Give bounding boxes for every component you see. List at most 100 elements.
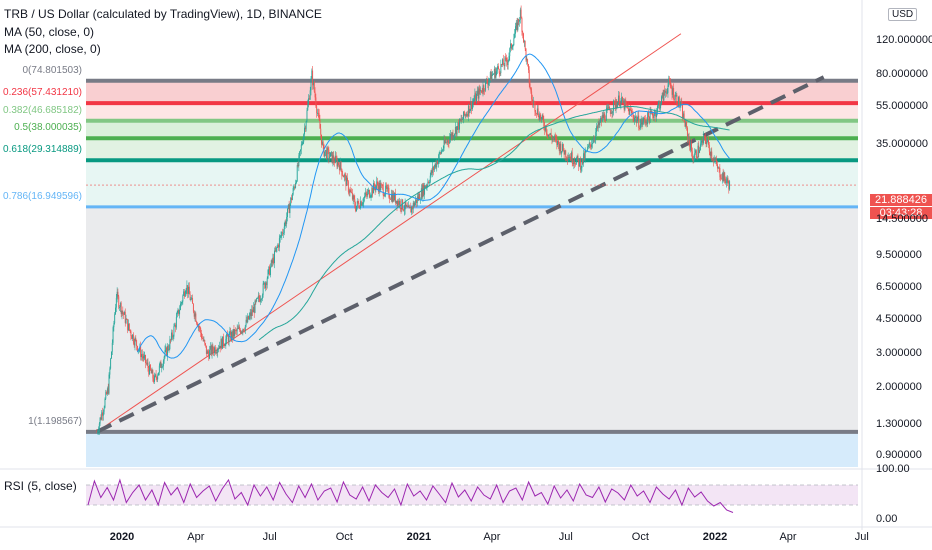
candle-body	[441, 150, 443, 152]
candle-body	[364, 192, 366, 197]
candle-body	[453, 135, 455, 138]
rsi-legend[interactable]: RSI (5, close)	[4, 479, 77, 493]
candle-body	[338, 165, 340, 171]
candle-body	[478, 88, 480, 99]
trendline-dashed	[95, 75, 825, 434]
candle-body	[399, 200, 401, 209]
candle-body	[236, 328, 238, 332]
candle-body	[394, 193, 396, 203]
candle-body	[454, 127, 456, 134]
candle-body	[181, 301, 183, 303]
candle-body	[725, 180, 727, 184]
candle-body	[294, 187, 296, 189]
candle-body	[114, 314, 116, 324]
candle-body	[109, 368, 111, 375]
candle-body	[672, 87, 674, 95]
fib-level-label: 1(1.198567)	[28, 415, 82, 427]
candle-body	[449, 137, 451, 144]
candle-body	[637, 115, 639, 121]
candle-body	[557, 140, 559, 146]
candle-body	[613, 100, 615, 111]
candle-body	[273, 257, 275, 264]
candle-body	[641, 119, 643, 125]
candle-body	[455, 127, 457, 135]
candle-body	[597, 122, 599, 129]
candle-body	[458, 122, 460, 130]
candle-body	[395, 200, 397, 203]
time-axis-label: Apr	[483, 531, 501, 543]
candle-body	[709, 151, 711, 156]
candle-body	[444, 139, 446, 144]
candle-body	[486, 79, 488, 83]
candle-body	[241, 331, 243, 333]
candle-body	[699, 144, 701, 151]
candle-body	[239, 326, 241, 330]
candle-body	[283, 226, 285, 233]
candle-body	[556, 138, 558, 146]
candle-body	[618, 95, 620, 106]
candle-body	[598, 122, 600, 126]
fib-level-label: 0.382(46.685182)	[3, 104, 82, 116]
candle-body	[438, 152, 440, 159]
candle-body	[296, 165, 298, 182]
candle-body	[222, 336, 224, 345]
candle-body	[507, 60, 509, 65]
candle-body	[277, 244, 279, 248]
candle-body	[260, 299, 262, 302]
candle-body	[204, 339, 206, 344]
candle-body	[375, 185, 377, 191]
candle-body	[337, 162, 339, 167]
candle-body	[482, 85, 484, 93]
candle-body	[148, 367, 150, 375]
candle-body	[234, 330, 236, 336]
candle-body	[708, 144, 710, 152]
candle-body	[396, 200, 398, 206]
candle-body	[321, 134, 323, 145]
candle-body	[239, 329, 241, 334]
candle-body	[218, 348, 219, 350]
candle-body	[288, 204, 290, 214]
ma200-legend[interactable]: MA (200, close, 0)	[4, 42, 101, 56]
candle-body	[639, 127, 641, 129]
candle-body	[592, 143, 593, 144]
candle-body	[681, 102, 683, 105]
candle-body	[134, 338, 136, 346]
candle-body	[416, 196, 418, 204]
candle-body	[184, 293, 186, 297]
candle-body	[175, 317, 177, 328]
candle-body	[549, 134, 550, 136]
candle-body	[126, 319, 128, 320]
candle-body	[258, 295, 260, 299]
candle-body	[684, 121, 686, 127]
candle-body	[124, 312, 126, 323]
currency-badge[interactable]: USD	[888, 8, 918, 21]
candle-body	[467, 113, 469, 117]
candle-body	[334, 161, 335, 163]
candle-body	[581, 158, 583, 168]
candle-body	[428, 182, 430, 183]
candle-body	[402, 199, 404, 210]
candle-body	[451, 132, 453, 138]
candle-body	[509, 48, 511, 57]
candle-body	[404, 202, 406, 210]
candle-body	[237, 328, 239, 330]
candle-body	[589, 142, 591, 145]
candle-body	[724, 172, 726, 179]
candle-body	[338, 162, 340, 166]
candle-body	[105, 392, 107, 399]
ma50-legend[interactable]: MA (50, close, 0)	[4, 25, 95, 39]
candle-body	[619, 105, 621, 106]
candle-body	[667, 85, 669, 93]
candle-body	[318, 112, 320, 120]
candle-body	[205, 345, 207, 354]
rsi-band	[86, 485, 858, 505]
candle-body	[440, 152, 442, 154]
candle-body	[251, 309, 253, 316]
candle-body	[517, 19, 519, 30]
candle-body	[673, 99, 675, 101]
candle-body	[150, 370, 152, 374]
candle-body	[609, 106, 610, 111]
price-axis-label: 1.300000	[876, 418, 922, 430]
candle-body	[250, 312, 252, 316]
